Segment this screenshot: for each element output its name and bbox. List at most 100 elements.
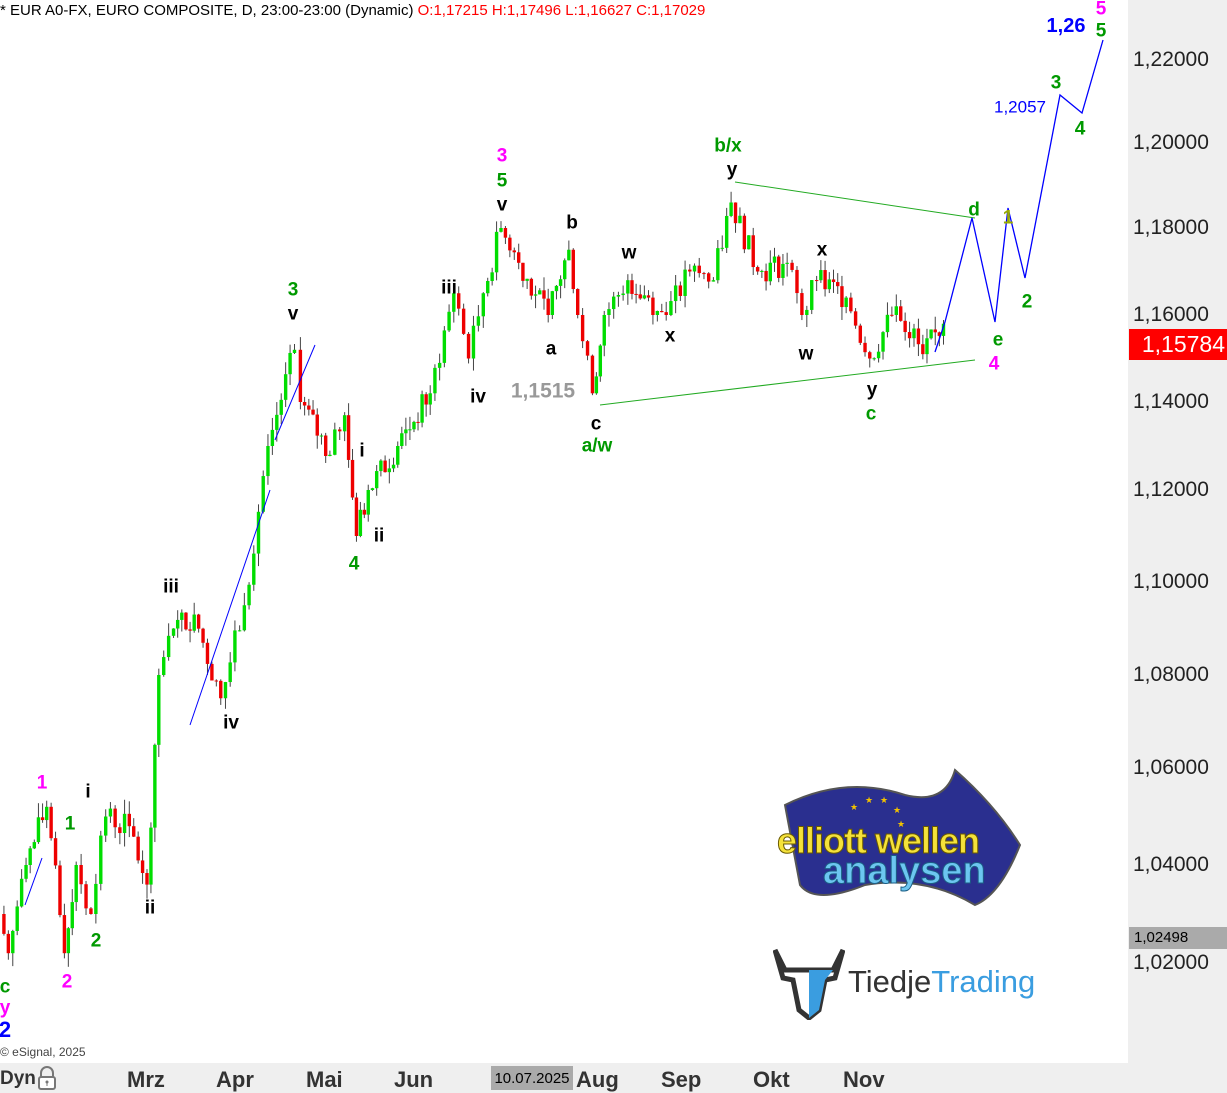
- candle-body: [447, 311, 451, 331]
- wave-channel-line: [24, 857, 43, 906]
- candle-body: [437, 362, 442, 368]
- candle-body: [558, 279, 563, 286]
- candle-body: [40, 817, 45, 821]
- candle-body: [550, 291, 555, 315]
- x-tick-label: Jun: [394, 1067, 434, 1092]
- candle-body: [370, 488, 375, 490]
- candle-body: [242, 605, 247, 631]
- candle-body: [594, 376, 599, 394]
- candle-body: [354, 497, 359, 536]
- chart-plot-area[interactable]: [0, 0, 1128, 1063]
- candle-body: [894, 306, 898, 315]
- candle-body: [688, 269, 692, 272]
- wave-label: 4: [1074, 118, 1086, 140]
- y-tick-label: 1,04000: [1133, 853, 1209, 876]
- candle-body: [379, 460, 383, 472]
- candle-body: [616, 295, 621, 297]
- svg-text:★: ★: [893, 805, 901, 815]
- candle-body: [74, 865, 78, 903]
- projection-path: [934, 39, 1104, 353]
- dyn-label[interactable]: Dyn: [0, 1068, 36, 1089]
- y-tick-label: 1,02000: [1133, 951, 1209, 974]
- candle-body: [538, 290, 542, 295]
- candle-body: [471, 325, 476, 359]
- candle-body: [2, 914, 6, 934]
- candle-body: [607, 309, 611, 315]
- wave-label: b: [566, 212, 578, 234]
- candle-body: [323, 435, 328, 457]
- svg-text:★: ★: [865, 795, 873, 805]
- candle-body: [307, 405, 311, 410]
- candle-body: [261, 476, 265, 512]
- candle-body: [466, 333, 471, 359]
- candle-body: [104, 816, 108, 836]
- candle-body: [602, 315, 606, 346]
- candle-body: [907, 332, 912, 339]
- candle-body: [738, 215, 742, 224]
- candle-body: [408, 429, 412, 431]
- candle-body: [108, 808, 113, 817]
- candle-body: [180, 612, 184, 620]
- svg-text:★: ★: [850, 802, 858, 812]
- wave-label: a: [545, 338, 557, 360]
- candle-body: [508, 237, 512, 251]
- lock-icon[interactable]: [36, 1066, 58, 1090]
- candle-body: [768, 262, 772, 282]
- y-tick-label: 1,14000: [1133, 390, 1209, 413]
- candle-body: [127, 813, 131, 827]
- svg-text:★: ★: [880, 795, 888, 805]
- candle-body: [319, 435, 324, 437]
- wave-label: c: [590, 413, 602, 435]
- candle-body: [256, 511, 261, 554]
- candle-body: [53, 838, 58, 866]
- candle-body: [70, 902, 74, 929]
- candle-body: [383, 460, 387, 473]
- candle-body: [237, 630, 242, 632]
- x-tick-label: Mrz: [127, 1067, 165, 1092]
- candle-body: [490, 272, 494, 281]
- svg-text:analysen: analysen: [823, 850, 986, 892]
- tiedje-trading-logo: TiedjeTrading: [848, 964, 1035, 1000]
- candle-body: [876, 351, 881, 359]
- candle-body: [742, 215, 747, 250]
- candle-body: [881, 332, 885, 352]
- candle-body: [729, 202, 733, 216]
- candle-body: [916, 328, 921, 345]
- candle-body: [350, 459, 355, 498]
- candle-body: [270, 429, 275, 446]
- wave-label: iv: [470, 386, 486, 408]
- candle-body: [733, 202, 738, 224]
- wave-label: 5: [496, 170, 508, 192]
- candle-body: [362, 509, 367, 515]
- candle-body: [424, 394, 428, 405]
- wave-label: 1: [36, 772, 48, 794]
- candle-body: [697, 265, 701, 274]
- tiedje-bull-icon: [773, 948, 845, 1020]
- candle-body: [132, 826, 136, 837]
- candle-body: [751, 235, 755, 268]
- candle-body: [921, 344, 925, 355]
- candle-body: [28, 848, 32, 865]
- candle-body: [785, 262, 789, 264]
- candle-body: [166, 635, 171, 658]
- candle-body: [374, 471, 379, 489]
- wave-label: 4: [348, 553, 360, 575]
- candle-body: [823, 270, 827, 290]
- candle-body: [831, 279, 836, 283]
- candle-body: [99, 835, 103, 884]
- candle-body: [885, 314, 890, 333]
- candle-body: [157, 675, 161, 745]
- candle-body: [476, 316, 481, 326]
- wave-label: a/w: [581, 435, 613, 457]
- wave-label: ii: [373, 525, 385, 547]
- wave-label: y: [866, 379, 878, 401]
- candle-body: [777, 256, 781, 278]
- candle-body: [790, 262, 794, 270]
- candle-body: [683, 269, 687, 296]
- y-tick-label: 1,06000: [1133, 756, 1209, 779]
- candle-body: [638, 294, 642, 299]
- candle-body: [571, 249, 575, 290]
- y-tick-label: 1,10000: [1133, 570, 1209, 593]
- candle-body: [772, 256, 777, 263]
- candle-body: [136, 836, 140, 861]
